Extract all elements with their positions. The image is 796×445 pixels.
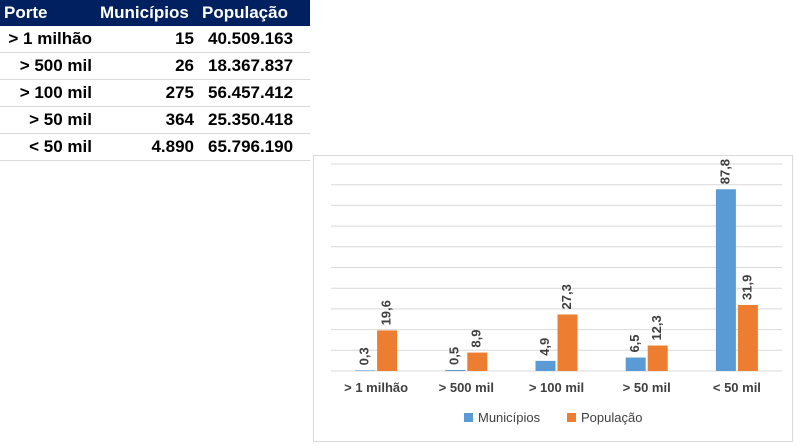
table-row: > 1 milhão 15 40.509.163 [0,26,310,53]
cell-populacao: 40.509.163 [198,26,310,53]
data-label: 12,3 [649,315,664,340]
legend-swatch [567,413,576,422]
x-tick-label: < 50 mil [713,380,761,395]
legend-swatch [464,413,473,422]
bar-municipios [625,357,646,371]
chart-canvas: 0,3 19,6 > 1 milhão 0,5 8,9 > 500 mil 4,9 27,3 >… [331,159,782,425]
data-label: 4,9 [537,338,552,356]
data-label: 87,8 [717,159,732,184]
header-populacao: População [198,0,310,26]
data-label: 6,5 [627,334,642,352]
table-row: > 500 mil 26 18.367.837 [0,52,310,80]
data-label: 0,5 [447,347,462,365]
cell-populacao: 56.457.412 [198,79,310,107]
x-tick-label: > 100 mil [529,380,584,395]
table-row: > 100 mil 275 56.457.412 [0,79,310,107]
header-municipios: Municípios [96,0,198,26]
data-label: 19,6 [379,300,394,325]
legend-label: Municípios [478,410,541,425]
header-porte: Porte [0,0,96,26]
cell-populacao: 65.796.190 [198,133,310,161]
cell-municipios: 275 [96,79,198,107]
cell-municipios: 364 [96,106,198,134]
cell-porte: > 500 mil [0,52,96,80]
cell-porte: > 1 milhão [0,26,96,53]
bar-municipios [355,370,376,371]
bar-populacao [647,345,668,371]
bar-municipios [535,360,556,371]
cell-porte: > 100 mil [0,79,96,107]
data-label: 27,3 [559,284,574,309]
data-label: 0,3 [357,347,372,365]
data-label: 8,9 [469,329,484,347]
x-tick-label: > 500 mil [439,380,494,395]
data-label: 31,9 [739,275,754,300]
x-tick-label: > 50 mil [623,380,671,395]
bar-municipios [445,369,466,371]
bar-municipios [715,189,736,371]
bar-populacao [467,352,488,371]
table-header-row: Porte Municípios População [0,0,310,26]
bar-populacao [557,314,578,371]
table-row: < 50 mil 4.890 65.796.190 [0,133,310,161]
table-row: > 50 mil 364 25.350.418 [0,106,310,134]
legend-label: População [581,410,642,425]
cell-populacao: 25.350.418 [198,106,310,134]
cell-populacao: 18.367.837 [198,52,310,80]
cell-municipios: 15 [96,26,198,53]
cell-porte: > 50 mil [0,106,96,134]
data-table: Porte Municípios População > 1 milhão 15… [0,0,310,161]
bar-populacao [377,330,398,371]
bar-chart: 0,3 19,6 > 1 milhão 0,5 8,9 > 500 mil 4,9 27,3 >… [313,155,793,442]
cell-porte: < 50 mil [0,133,96,161]
cell-municipios: 26 [96,52,198,80]
cell-municipios: 4.890 [96,133,198,161]
x-tick-label: > 1 milhão [344,380,408,395]
bar-populacao [737,304,758,371]
